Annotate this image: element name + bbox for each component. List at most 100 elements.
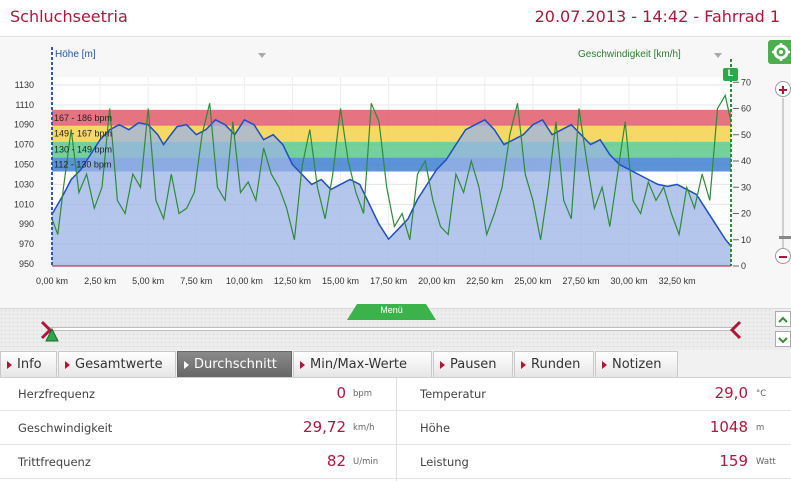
tab-runden[interactable]: Runden <box>514 351 594 377</box>
x-tick-label: 7,50 km <box>180 276 212 286</box>
tab-arrow-icon <box>300 361 305 369</box>
y-right-tick-label: 10 <box>741 235 751 245</box>
hr-zone-label: 130 - 149 bpm <box>54 145 112 155</box>
y-right-tick-label: 20 <box>741 209 751 219</box>
details-tabbar: Info Gesamtwerte Durchschnitt Min/Max-We… <box>0 350 791 378</box>
x-tick-label: 30,00 km <box>611 276 648 286</box>
x-tick-label: 0,00 km <box>36 276 68 286</box>
stat-unit-heart-rate: bpm <box>353 389 373 399</box>
scroll-up-button[interactable] <box>775 311 791 327</box>
hr-zone-label: 167 - 186 bpm <box>54 113 112 123</box>
chart-area: 950 970 990 1010 1030 1050 1070 1090 1110 1130 0,0… <box>0 36 791 308</box>
left-axis-selector[interactable]: Höhe [m] <box>55 49 96 60</box>
right-axis-dropdown-icon[interactable] <box>714 53 722 58</box>
zoom-out-button[interactable] <box>775 248 791 264</box>
menu-label[interactable]: Menü <box>380 305 403 315</box>
stat-row: Trittfrequenz 82 U/min Leistung 159 Watt <box>0 446 791 479</box>
chart-ticks: 95097099010101030105010701090111011300,0… <box>14 77 751 286</box>
left-axis-dropdown-icon[interactable] <box>258 53 266 58</box>
x-tick-label: 15,00 km <box>322 276 359 286</box>
tab-arrow-icon <box>440 361 445 369</box>
stat-value-altitude: 1048 <box>709 418 748 436</box>
stat-unit-power: Watt <box>756 457 776 467</box>
tab-arrow-icon <box>7 361 12 369</box>
lap-marker-label: L <box>727 68 734 78</box>
zoom-slider-track[interactable] <box>782 98 784 248</box>
y-left-tick-label: 1110 <box>15 100 34 110</box>
route-title: Schluchseetria <box>10 7 128 26</box>
range-end-handle[interactable] <box>729 320 743 340</box>
hr-zone-label: 149 - 167 bpm <box>54 129 112 139</box>
range-start-handle[interactable] <box>39 320 53 340</box>
x-tick-label: 25,00 km <box>514 276 551 286</box>
altitude-speed-chart[interactable]: 95097099010101030105010701090111011300,0… <box>0 37 791 309</box>
stat-value-speed: 29,72 <box>303 418 346 436</box>
y-left-tick-label: 970 <box>19 239 34 249</box>
chevron-up-icon <box>778 316 788 323</box>
y-left-tick-label: 1090 <box>14 120 34 130</box>
altitude-area <box>52 119 731 266</box>
y-left-tick-label: 950 <box>19 259 34 269</box>
tab-label: Notizen <box>612 357 662 372</box>
stat-label-speed: Geschwindigkeit <box>18 421 113 435</box>
tab-info[interactable]: Info <box>0 351 57 377</box>
y-right-tick-label: 40 <box>741 156 751 166</box>
x-tick-label: 32,50 km <box>659 276 696 286</box>
stat-value-cadence: 82 <box>326 452 346 470</box>
header-bar: Schluchseetria 20.07.2013 - 14:42 - Fahr… <box>0 0 791 36</box>
start-marker-icon <box>45 327 59 342</box>
stat-row: Geschwindigkeit 29,72 km/h Höhe 1048 m <box>0 412 791 445</box>
column-divider <box>396 378 397 481</box>
tab-gesamtwerte[interactable]: Gesamtwerte <box>58 351 176 377</box>
y-left-tick-label: 1070 <box>14 140 34 150</box>
tab-pausen[interactable]: Pausen <box>433 351 513 377</box>
speed-series <box>51 93 732 240</box>
tab-label: Gesamtwerte <box>75 357 163 372</box>
x-tick-label: 22,50 km <box>466 276 503 286</box>
tab-label: Durchschnitt <box>194 357 277 372</box>
zoom-in-button[interactable] <box>775 81 791 97</box>
tab-arrow-icon <box>65 361 70 369</box>
tab-min-max-werte[interactable]: Min/Max-Werte <box>293 351 432 377</box>
stat-value-power: 159 <box>719 452 748 470</box>
tab-arrow-icon <box>602 361 607 369</box>
y-left-tick-label: 1050 <box>14 160 34 170</box>
scroll-down-button[interactable] <box>775 331 791 347</box>
hr-zone-labels: 112 - 130 bpm 130 - 149 bpm 149 - 167 bpm 1… <box>54 113 112 170</box>
stat-row: Herzfrequenz 0 bpm Temperatur 29,0 °C <box>0 378 791 411</box>
plus-icon <box>779 86 787 94</box>
x-tick-label: 2,50 km <box>84 276 116 286</box>
tab-durchschnitt[interactable]: Durchschnitt <box>177 351 292 377</box>
x-tick-label: 5,00 km <box>132 276 164 286</box>
stat-value-heart-rate: 0 <box>336 384 346 402</box>
hr-zone-label: 112 - 130 bpm <box>54 160 111 170</box>
right-axis-selector[interactable]: Geschwindigkeit [km/h] <box>578 49 681 60</box>
x-tick-label: 27,50 km <box>562 276 599 286</box>
stat-label-altitude: Höhe <box>420 421 451 435</box>
tab-arrow-icon <box>184 361 189 369</box>
menu-toggle[interactable] <box>347 304 436 320</box>
x-tick-label: 10,00 km <box>226 276 263 286</box>
y-right-tick-label: 60 <box>741 104 751 114</box>
tab-notizen[interactable]: Notizen <box>595 351 678 377</box>
tab-label: Min/Max-Werte <box>310 357 408 372</box>
stat-unit-cadence: U/min <box>353 457 379 467</box>
zoom-slider-handle[interactable] <box>779 236 791 239</box>
chart-settings-button[interactable] <box>768 40 791 64</box>
stat-value-temperature: 29,0 <box>714 384 748 402</box>
y-left-tick-label: 1010 <box>14 199 34 209</box>
range-track[interactable] <box>48 327 734 331</box>
stat-label-heart-rate: Herzfrequenz <box>18 387 96 401</box>
y-left-tick-label: 1130 <box>15 80 34 90</box>
lap-marker[interactable]: L <box>723 68 738 81</box>
y-left-tick-label: 990 <box>19 219 34 229</box>
average-values-panel: Herzfrequenz 0 bpm Temperatur 29,0 °C Ge… <box>0 378 791 481</box>
minus-icon <box>779 256 787 258</box>
stat-label-cadence: Trittfrequenz <box>18 455 91 469</box>
stat-unit-speed: km/h <box>353 423 375 433</box>
session-info: 20.07.2013 - 14:42 - Fahrrad 1 <box>534 7 780 26</box>
speed-line <box>51 93 732 240</box>
y-left-tick-label: 1030 <box>14 179 34 189</box>
y-right-tick-label: 30 <box>741 182 751 192</box>
x-tick-label: 17,50 km <box>370 276 407 286</box>
